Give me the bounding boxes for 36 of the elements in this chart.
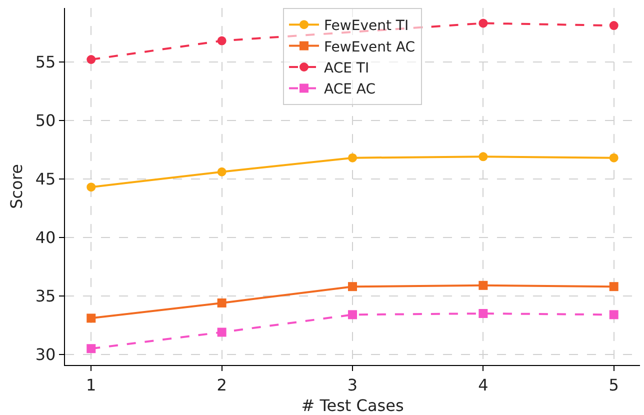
point <box>217 328 226 337</box>
x-tick-label: 3 <box>347 375 358 394</box>
point <box>348 310 357 320</box>
point <box>609 310 618 320</box>
x-tick-label: 4 <box>478 375 488 394</box>
y-tick-label: 30 <box>35 345 56 364</box>
point <box>478 152 488 162</box>
point <box>86 55 96 64</box>
point <box>86 344 96 354</box>
point <box>217 36 226 46</box>
point <box>609 21 618 30</box>
point <box>609 153 618 162</box>
x-tick-label: 2 <box>216 375 227 394</box>
point <box>348 153 357 162</box>
point <box>86 182 96 192</box>
point <box>217 298 226 308</box>
y-tick-label: 55 <box>35 52 56 72</box>
legend-label: FewEvent AC <box>324 39 416 56</box>
x-tick-label: 5 <box>608 375 619 394</box>
legend-label: ACE TI <box>324 60 370 76</box>
point <box>478 18 488 28</box>
y-tick-label: 50 <box>35 110 56 130</box>
point <box>478 309 488 318</box>
y-tick-label: 35 <box>35 286 56 306</box>
point <box>348 282 357 292</box>
point <box>86 314 96 323</box>
y-axis-title: Score <box>7 164 26 209</box>
x-tick-label: 1 <box>86 375 96 394</box>
y-tick-label: 45 <box>35 169 56 188</box>
point <box>478 280 488 290</box>
point <box>217 167 226 176</box>
y-tick-label: 40 <box>35 228 56 248</box>
legend-label: ACE AC <box>324 82 376 98</box>
legend-label: FewEvent TI <box>324 18 409 34</box>
x-axis-title: # Test Cases <box>301 396 404 415</box>
point <box>609 282 618 292</box>
